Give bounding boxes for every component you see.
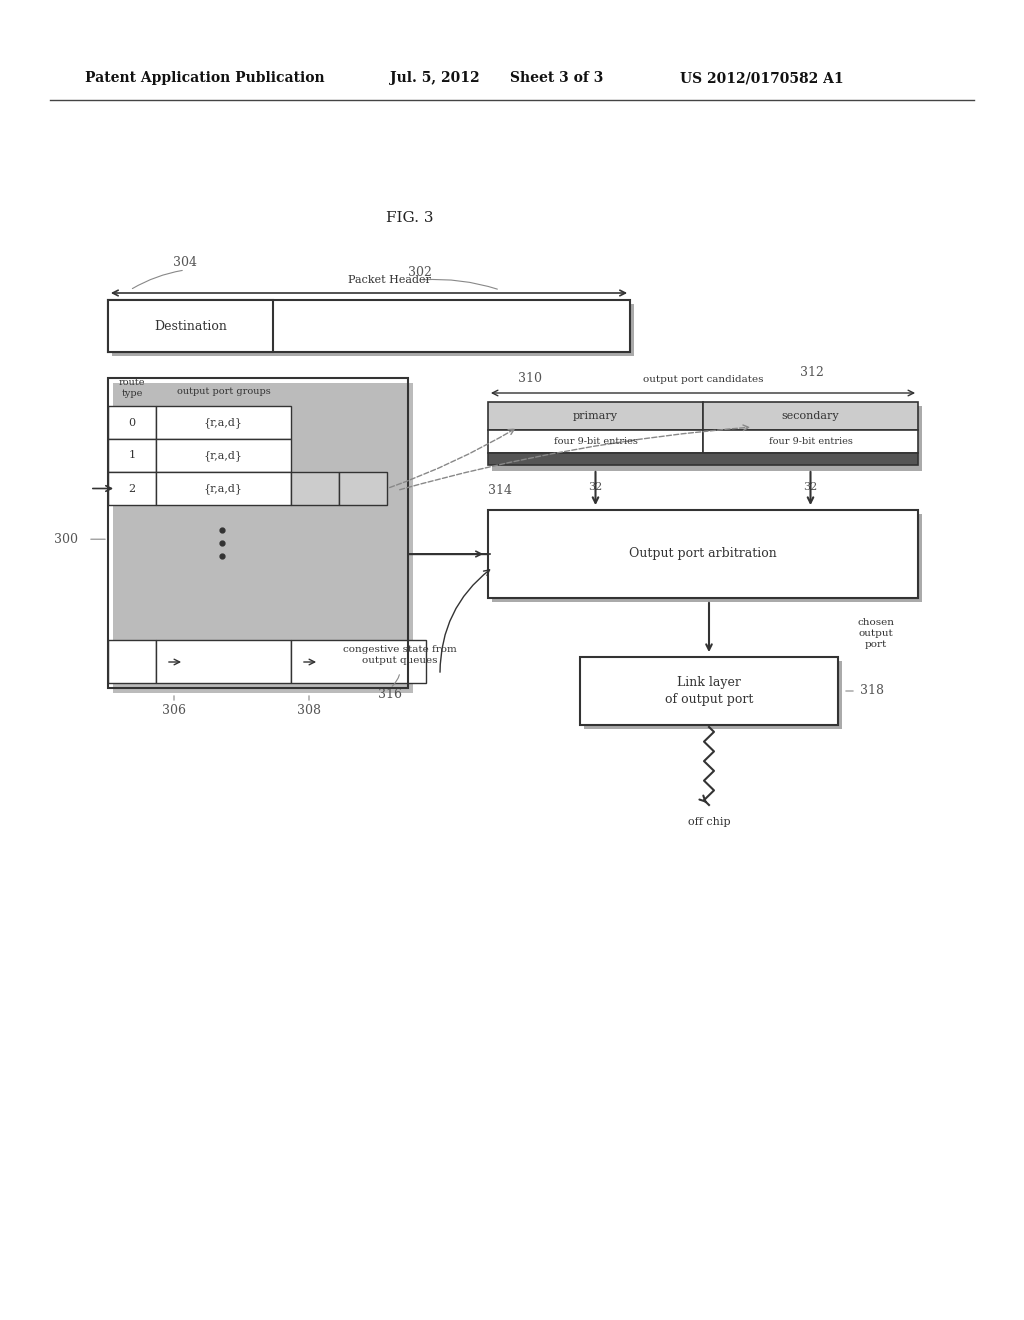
Text: chosen
output
port: chosen output port xyxy=(857,618,895,649)
Text: {r,a,d}: {r,a,d} xyxy=(204,450,243,461)
Text: 32: 32 xyxy=(804,482,817,492)
Bar xyxy=(488,510,918,598)
Bar xyxy=(156,640,291,682)
Bar xyxy=(584,661,842,729)
Text: FIG. 3: FIG. 3 xyxy=(386,211,434,224)
Text: 316: 316 xyxy=(378,689,402,701)
Text: US 2012/0170582 A1: US 2012/0170582 A1 xyxy=(680,71,844,84)
Text: Packet Header: Packet Header xyxy=(347,275,430,285)
Bar xyxy=(339,473,387,506)
Bar xyxy=(492,513,922,602)
Bar xyxy=(488,403,703,430)
Text: 300: 300 xyxy=(54,533,78,545)
Bar xyxy=(112,304,634,356)
Bar xyxy=(108,407,156,440)
Text: off chip: off chip xyxy=(688,817,730,828)
Text: 318: 318 xyxy=(860,685,884,697)
Text: congestive state from
output queues: congestive state from output queues xyxy=(343,645,457,665)
Text: 2: 2 xyxy=(128,483,135,494)
Bar xyxy=(492,407,922,471)
Bar xyxy=(113,383,413,693)
Bar xyxy=(108,473,156,506)
Bar xyxy=(291,640,426,682)
Text: {r,a,d}: {r,a,d} xyxy=(204,417,243,428)
Text: 0: 0 xyxy=(128,417,135,428)
Text: {r,a,d}: {r,a,d} xyxy=(204,483,243,494)
Bar xyxy=(156,407,291,440)
Text: 306: 306 xyxy=(162,704,186,717)
Bar xyxy=(108,300,273,352)
Text: Output port arbitration: Output port arbitration xyxy=(629,548,777,561)
Bar xyxy=(156,473,291,506)
Bar xyxy=(108,378,408,688)
Bar xyxy=(580,657,838,725)
Text: secondary: secondary xyxy=(781,411,840,421)
Text: Destination: Destination xyxy=(154,319,227,333)
Text: 1: 1 xyxy=(128,450,135,461)
Bar xyxy=(108,640,156,682)
Text: Patent Application Publication: Patent Application Publication xyxy=(85,71,325,84)
Bar xyxy=(108,300,630,352)
Bar xyxy=(703,403,918,430)
Text: Jul. 5, 2012: Jul. 5, 2012 xyxy=(390,71,479,84)
Text: output port candidates: output port candidates xyxy=(643,375,763,384)
Text: 304: 304 xyxy=(173,256,197,268)
Bar xyxy=(703,430,918,453)
Text: 302: 302 xyxy=(408,265,432,279)
Text: 32: 32 xyxy=(589,482,603,492)
Text: Sheet 3 of 3: Sheet 3 of 3 xyxy=(510,71,603,84)
Text: four 9-bit entries: four 9-bit entries xyxy=(769,437,852,446)
Text: output port groups: output port groups xyxy=(176,388,270,396)
Text: 310: 310 xyxy=(518,371,542,384)
Text: 314: 314 xyxy=(488,483,512,496)
Bar xyxy=(108,440,156,473)
Bar xyxy=(156,440,291,473)
Text: route
type: route type xyxy=(119,379,145,397)
Bar xyxy=(488,430,703,453)
Text: four 9-bit entries: four 9-bit entries xyxy=(554,437,637,446)
Text: Link layer
of output port: Link layer of output port xyxy=(665,676,754,706)
Bar xyxy=(291,473,339,506)
Text: 312: 312 xyxy=(800,367,824,380)
Text: 308: 308 xyxy=(297,704,321,717)
Bar xyxy=(488,453,918,465)
Text: primary: primary xyxy=(573,411,618,421)
